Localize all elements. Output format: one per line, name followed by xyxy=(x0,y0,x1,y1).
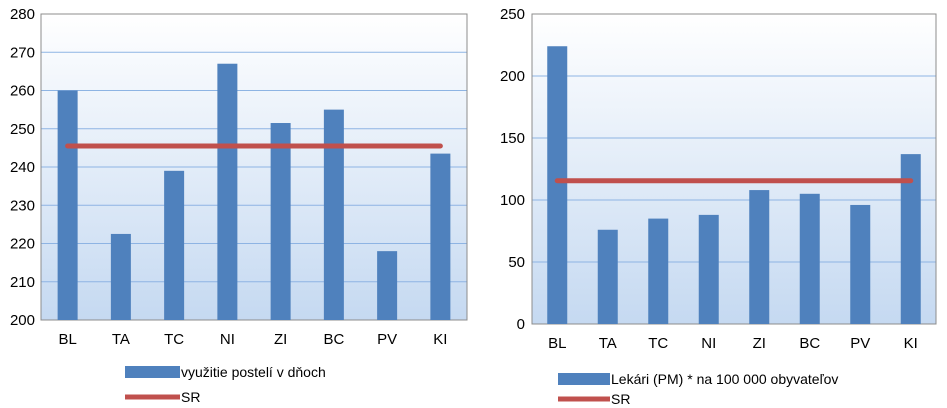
x-tick-label: TA xyxy=(112,331,130,348)
bar-ZI xyxy=(270,123,291,320)
x-tick-label: NI xyxy=(220,331,235,348)
legend-entry: SR xyxy=(558,391,630,407)
bar-TA xyxy=(597,229,618,324)
bar-BC xyxy=(799,193,820,324)
bar-KI xyxy=(430,153,451,320)
legend-swatch xyxy=(558,373,610,385)
chart-1: 200 210 220 230 240 250 260 270 280 BL TA TC NI ZI BC P… xyxy=(10,6,468,405)
x-tick-label: TC xyxy=(164,331,184,348)
y-tick-label: 150 xyxy=(500,130,525,147)
legend-swatch xyxy=(125,366,180,378)
x-tick-label: KI xyxy=(904,335,918,352)
legend-label: SR xyxy=(181,389,200,405)
bar-TC xyxy=(648,218,669,324)
y-tick-label: 200 xyxy=(500,68,525,85)
plot-border xyxy=(40,13,468,321)
x-tick-label: BC xyxy=(323,331,344,348)
x-tick-label: TC xyxy=(648,335,668,352)
bar-NI xyxy=(217,63,238,320)
bar-PV xyxy=(377,251,398,320)
x-tick-label: PV xyxy=(377,331,397,348)
y-tick-label: 250 xyxy=(500,6,525,23)
chart-2: 0 50 100 150 200 250 BL TA TC NI ZI BC PV KI Lekári (P… xyxy=(500,6,937,407)
legend-entry: využitie postelí v dňoch xyxy=(125,364,326,380)
x-tick-label: PV xyxy=(850,335,870,352)
bar-KI xyxy=(900,154,921,324)
y-tick-label: 230 xyxy=(10,197,35,214)
y-tick-label: 220 xyxy=(10,236,35,253)
x-tick-label: BC xyxy=(799,335,820,352)
y-tick-label: 50 xyxy=(508,254,525,271)
bar-TC xyxy=(164,170,185,320)
y-tick-label: 240 xyxy=(10,159,35,176)
bar-ZI xyxy=(749,190,770,324)
bar-BL xyxy=(57,90,78,320)
legend-label: využitie postelí v dňoch xyxy=(181,364,326,380)
y-tick-label: 250 xyxy=(10,121,35,138)
bar-NI xyxy=(698,214,719,324)
y-tick-label: 270 xyxy=(10,44,35,61)
x-tick-label: KI xyxy=(433,331,447,348)
bar-BC xyxy=(323,109,344,320)
x-tick-label: BL xyxy=(58,331,76,348)
y-tick-label: 280 xyxy=(10,6,35,23)
plot-border xyxy=(531,13,937,325)
bar-BL xyxy=(547,46,568,325)
x-tick-label: ZI xyxy=(753,335,766,352)
y-tick-label: 200 xyxy=(10,312,35,329)
y-tick-label: 210 xyxy=(10,274,35,291)
legend-entry: Lekári (PM) * na 100 000 obyvateľov xyxy=(558,371,838,387)
legend-label: Lekári (PM) * na 100 000 obyvateľov xyxy=(611,371,838,387)
plot-area xyxy=(532,14,936,324)
bar-TA xyxy=(110,233,131,320)
y-tick-label: 260 xyxy=(10,83,35,100)
x-tick-label: TA xyxy=(599,335,617,352)
y-tick-label: 100 xyxy=(500,192,525,209)
legend-entry: SR xyxy=(125,389,200,405)
legend-label: SR xyxy=(611,391,630,407)
x-tick-label: ZI xyxy=(274,331,287,348)
y-tick-label: 0 xyxy=(517,316,525,333)
x-tick-label: BL xyxy=(548,335,566,352)
bar-PV xyxy=(850,204,871,324)
x-tick-label: NI xyxy=(701,335,716,352)
